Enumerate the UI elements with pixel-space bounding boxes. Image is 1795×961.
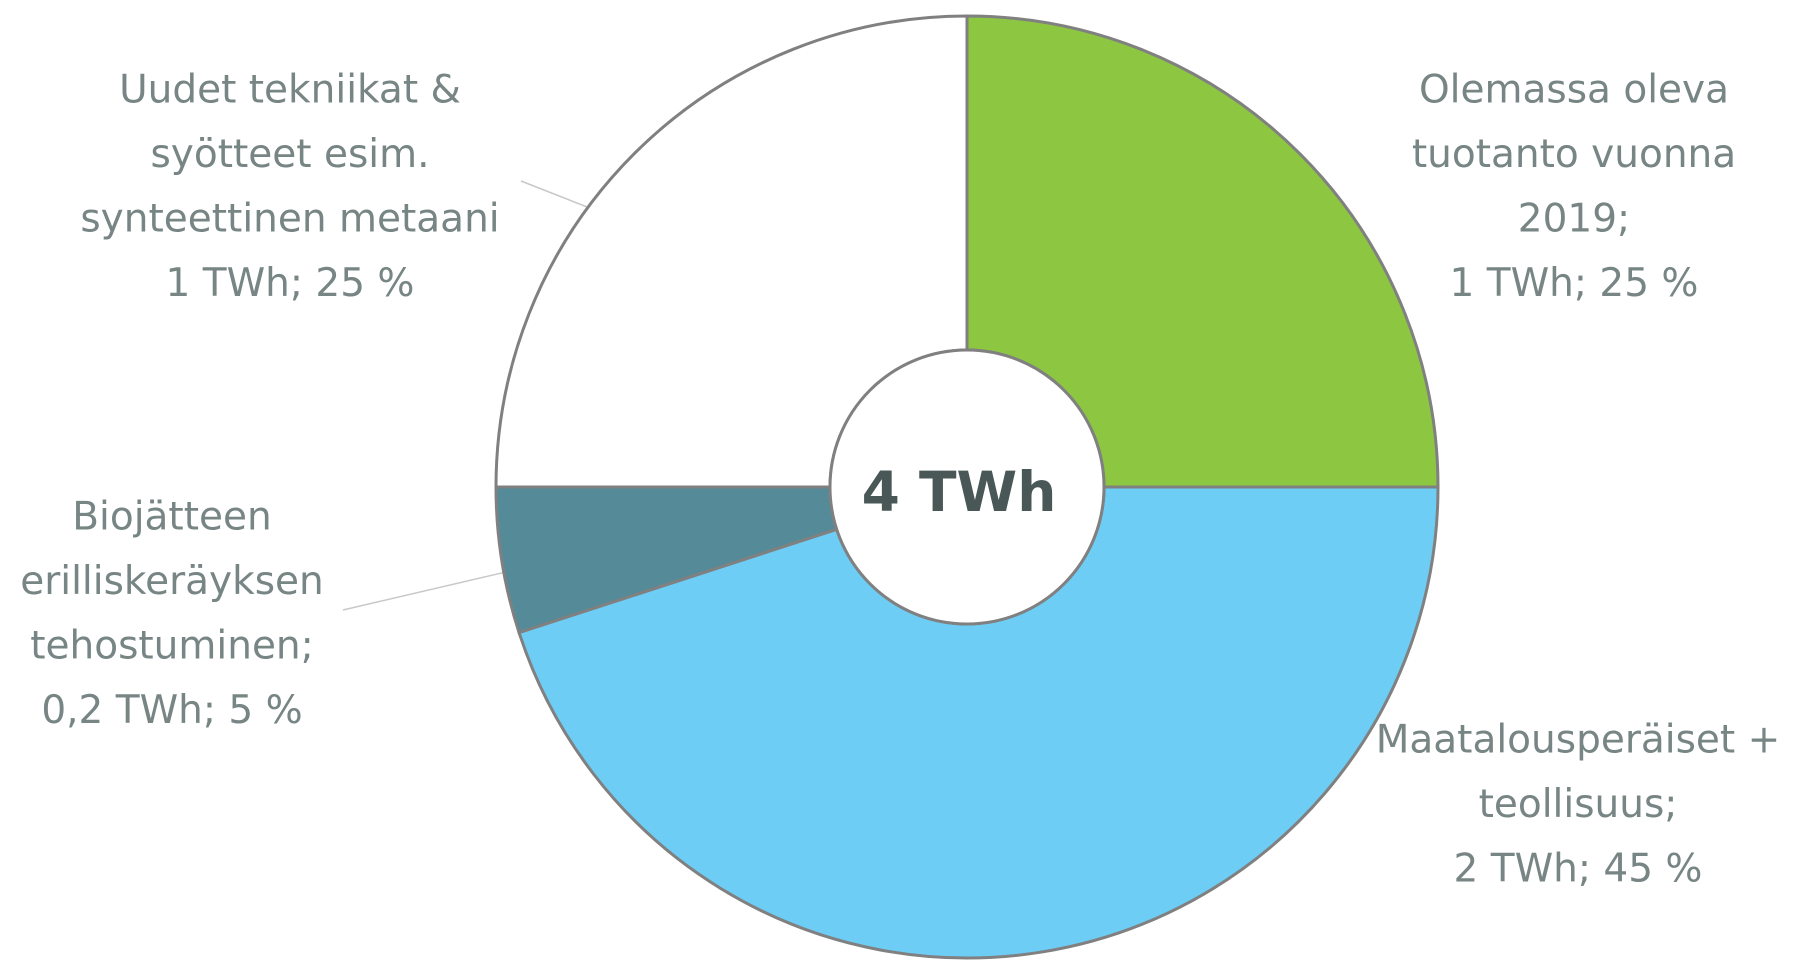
category-label: Uudet tekniikat & bbox=[119, 68, 461, 113]
category-label: Biojätteen bbox=[72, 495, 271, 540]
value-label: 1 TWh; 25 % bbox=[166, 261, 415, 306]
value-label: 1 TWh; 25 % bbox=[1450, 261, 1699, 306]
segments bbox=[494, 14, 1440, 960]
center-label: 4 TWh bbox=[862, 460, 1057, 524]
category-label: tehostuminen; bbox=[30, 624, 314, 669]
category-label: erilliskeräyksen bbox=[20, 559, 324, 604]
category-label: synteettinen metaani bbox=[80, 197, 499, 242]
category-label: tuotanto vuonna bbox=[1412, 132, 1736, 177]
donut-hole bbox=[828, 348, 1106, 626]
category-label: 2019; bbox=[1518, 197, 1630, 242]
category-label: Olemassa oleva bbox=[1419, 68, 1729, 113]
value-label: 0,2 TWh; 5 % bbox=[41, 688, 302, 733]
category-label: teollisuus; bbox=[1479, 782, 1678, 827]
category-label: Maatalousperäiset + bbox=[1376, 718, 1781, 763]
value-label: 2 TWh; 45 % bbox=[1454, 847, 1703, 892]
category-label: syötteet esim. bbox=[150, 132, 429, 177]
